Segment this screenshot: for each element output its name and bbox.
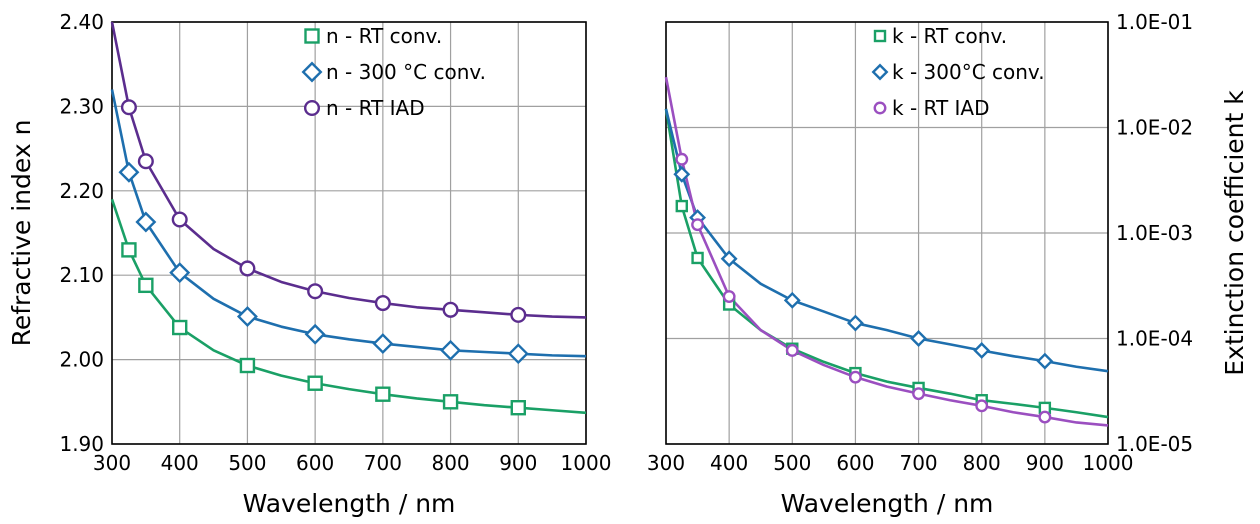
data-marker-series-3 <box>137 153 154 170</box>
data-marker-series-3 <box>848 370 862 384</box>
series-line-1 <box>110 198 587 415</box>
x-axis-label: Wavelength / nm <box>781 489 994 518</box>
x-tick-label: 300 <box>647 451 685 475</box>
y-tick-label: 2.00 <box>59 348 104 372</box>
data-marker-series-3 <box>691 218 705 232</box>
data-marker-series-3 <box>1038 410 1052 424</box>
series-line-3 <box>664 76 1109 427</box>
x-tick-label: 900 <box>1026 451 1064 475</box>
data-marker-series-2 <box>973 342 991 359</box>
x-tick-label: 800 <box>431 451 469 475</box>
data-marker-series-1 <box>510 400 526 416</box>
x-tick-label: 400 <box>161 451 199 475</box>
data-marker-series-2 <box>673 165 691 183</box>
x-tick-label: 500 <box>773 451 811 475</box>
data-marker-series-2 <box>440 339 462 361</box>
legend-marker-1 <box>304 28 320 44</box>
legend-marker-3 <box>303 99 321 117</box>
y-tick-label: 2.10 <box>59 263 104 287</box>
data-marker-series-2 <box>118 161 140 183</box>
x-tick-label: 1000 <box>561 451 612 475</box>
y-tick-label: 1.0E-04 <box>1116 327 1193 351</box>
data-marker-series-1 <box>375 386 391 402</box>
legend-marker-3 <box>873 101 887 115</box>
legend: k - RT conv. k - 300°C conv. k - RT IAD <box>871 24 1045 120</box>
data-marker-series-2 <box>783 291 801 309</box>
data-marker-series-2 <box>304 323 326 345</box>
data-marker-series-2 <box>910 330 928 347</box>
refractive-index-chart: 300 400 500 600 700 800 900 1000 1.90 2.00 2.10 2.2… <box>7 10 611 518</box>
x-tick-label: 400 <box>710 451 748 475</box>
y-tick-label: 1.0E-05 <box>1116 432 1193 456</box>
legend-label-1: k - RT conv. <box>892 24 1007 48</box>
data-marker-series-2 <box>135 211 157 233</box>
x-tick-label: 700 <box>364 451 402 475</box>
y-tick-label: 1.0E-03 <box>1116 221 1193 245</box>
legend-marker-2 <box>871 63 889 81</box>
series-line-1 <box>664 108 1109 419</box>
data-marker-series-3 <box>171 211 188 228</box>
y-tick-label: 1.90 <box>59 432 104 456</box>
x-tick-label: 1000 <box>1083 451 1134 475</box>
legend-marker-1 <box>873 29 887 43</box>
legend-marker-2 <box>301 61 323 83</box>
data-marker-series-3 <box>722 290 736 303</box>
y-tick-label: 2.30 <box>59 94 104 118</box>
x-tick-label: 800 <box>963 451 1001 475</box>
x-tick-label: 600 <box>836 451 874 475</box>
data-marker-series-3 <box>912 387 926 401</box>
y-axis-label: Refractive index n <box>7 120 36 347</box>
x-axis-label: Wavelength / nm <box>243 489 456 518</box>
data-marker-series-2 <box>846 314 864 332</box>
data-marker-series-3 <box>510 306 527 323</box>
data-marker-series-1 <box>442 394 459 410</box>
legend-label-1: n - RT conv. <box>326 24 442 48</box>
x-tick-label: 700 <box>899 451 937 475</box>
data-marker-series-2 <box>1036 352 1054 370</box>
series-line-3 <box>110 21 587 319</box>
y-tick-label: 1.0E-01 <box>1116 10 1193 34</box>
data-marker-series-3 <box>675 152 689 166</box>
data-marker-series-1 <box>172 319 188 336</box>
y-axis-label: Extinction coefficient k <box>1220 90 1249 376</box>
data-marker-series-2 <box>236 306 258 328</box>
x-tick-label: 300 <box>93 451 131 475</box>
data-marker-series-3 <box>239 260 256 277</box>
data-marker-series-1 <box>691 251 704 265</box>
data-marker-series-1 <box>239 357 256 374</box>
y-tick-label: 2.40 <box>59 10 104 34</box>
x-tick-label: 900 <box>499 451 537 475</box>
plot-frame <box>111 21 587 445</box>
data-marker-series-3 <box>307 283 324 300</box>
data-marker-series-3 <box>120 99 137 116</box>
data-marker-series-2 <box>372 333 394 355</box>
series-line-2 <box>110 89 587 358</box>
data-marker-series-2 <box>720 250 738 268</box>
plot-frame <box>665 21 1109 445</box>
data-marker-series-1 <box>138 277 154 294</box>
series-line-2 <box>664 108 1109 373</box>
data-marker-series-3 <box>374 295 391 312</box>
data-marker-series-3 <box>442 301 459 318</box>
data-marker-series-2 <box>169 262 191 284</box>
data-marker-series-2 <box>507 343 529 365</box>
data-marker-series-3 <box>785 344 799 357</box>
y-tick-label: 1.0E-02 <box>1116 116 1193 140</box>
data-marker-series-1 <box>307 375 323 391</box>
legend-label-2: n - 300 °C conv. <box>326 60 486 84</box>
y-tick-label: 2.20 <box>59 179 104 203</box>
legend-label-3: k - RT IAD <box>892 96 990 120</box>
legend-label-3: n - RT IAD <box>326 96 425 120</box>
data-marker-series-3 <box>975 399 989 413</box>
data-marker-series-1 <box>121 242 137 258</box>
legend-label-2: k - 300°C conv. <box>892 60 1045 84</box>
x-tick-label: 600 <box>296 451 334 475</box>
legend: n - RT conv. n - 300 °C conv. n - RT IAD <box>301 24 486 120</box>
data-marker-series-1 <box>675 199 688 213</box>
x-tick-label: 500 <box>228 451 266 475</box>
